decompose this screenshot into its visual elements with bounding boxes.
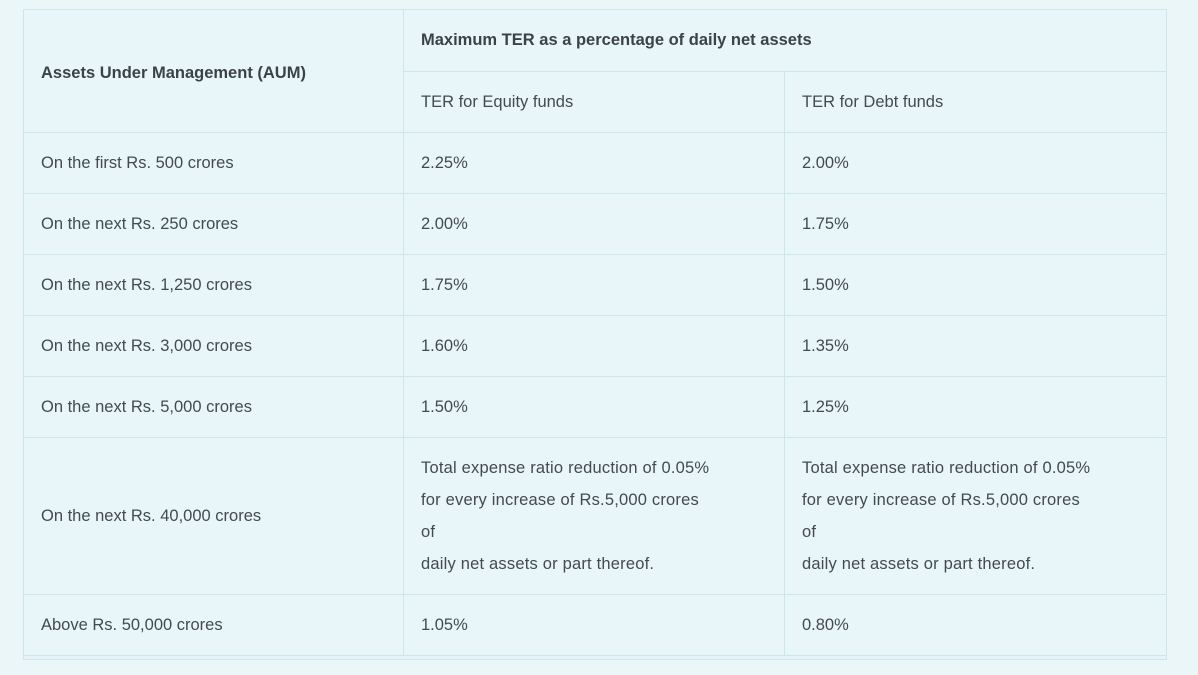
max-ter-header: Maximum TER as a percentage of daily net… [403,9,1167,72]
table-row: On the next Rs. 40,000 crores Total expe… [23,437,1167,595]
equity-cell: Total expense ratio reduction of 0.05% f… [403,437,785,595]
debt-cell: 1.50% [784,254,1167,316]
equity-cell: 1.75% [403,254,785,316]
debt-note-line: daily net assets or part thereof. [802,555,1036,573]
table-row: On the next Rs. 5,000 crores 1.50% 1.25% [23,376,1167,438]
table-row: Above Rs. 50,000 crores 1.05% 0.80% [23,594,1167,656]
header-row: Assets Under Management (AUM) Maximum TE… [23,9,1167,133]
aum-cell: Above Rs. 50,000 crores [23,594,404,656]
aum-cell: On the next Rs. 1,250 crores [23,254,404,316]
debt-cell: 0.80% [784,594,1167,656]
debt-cell: Total expense ratio reduction of 0.05% f… [784,437,1167,595]
aum-cell: On the next Rs. 3,000 crores [23,315,404,377]
aum-cell: On the next Rs. 250 crores [23,193,404,255]
subheader-row: TER for Equity funds TER for Debt funds [24,71,1167,133]
table-row: On the next Rs. 1,250 crores 1.75% 1.50% [23,254,1167,316]
debt-note-line: Total expense ratio reduction of 0.05% [802,459,1091,477]
aum-cell: On the next Rs. 40,000 crores [23,437,404,595]
debt-cell: 1.25% [784,376,1167,438]
equity-cell: 1.60% [403,315,785,377]
table-row: On the first Rs. 500 crores 2.25% 2.00% [23,132,1167,194]
aum-header: Assets Under Management (AUM) [23,9,404,133]
equity-note-line: Total expense ratio reduction of 0.05% [421,459,710,477]
debt-note-line: for every increase of Rs.5,000 crores [802,491,1080,509]
equity-note-line: daily net assets or part thereof. [421,555,655,573]
equity-header: TER for Equity funds [403,71,785,133]
equity-note-line: for every increase of Rs.5,000 crores [421,491,699,509]
debt-note-line: of [802,523,817,541]
equity-cell: 1.05% [403,594,785,656]
debt-header: TER for Debt funds [784,71,1167,133]
table-row: On the next Rs. 250 crores 2.00% 1.75% [23,193,1167,255]
ter-table: Assets Under Management (AUM) Maximum TE… [23,9,1167,656]
aum-cell: On the next Rs. 5,000 crores [23,376,404,438]
equity-cell: 1.50% [403,376,785,438]
aum-cell: On the first Rs. 500 crores [23,132,404,194]
debt-cell: 2.00% [784,132,1167,194]
equity-cell: 2.25% [403,132,785,194]
table-row: On the next Rs. 3,000 crores 1.60% 1.35% [23,315,1167,377]
equity-note-line: of [421,523,436,541]
debt-cell: 1.35% [784,315,1167,377]
equity-cell: 2.00% [403,193,785,255]
debt-cell: 1.75% [784,193,1167,255]
